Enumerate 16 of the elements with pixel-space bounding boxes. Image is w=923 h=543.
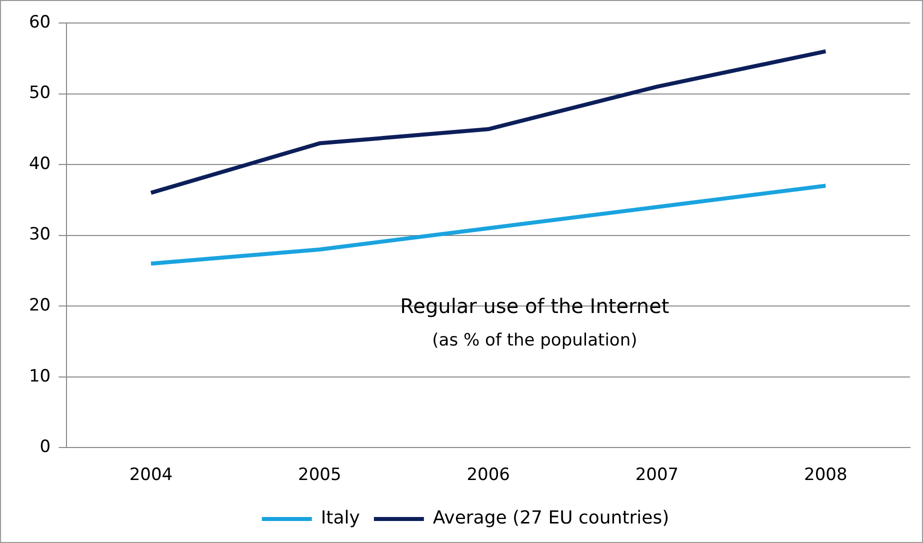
x-tick-label: 2005 (298, 465, 342, 486)
y-tick-label: 10 (28, 366, 51, 386)
y-tick-label: 50 (28, 83, 51, 104)
y-tick-label: 20 (28, 295, 51, 316)
y-tick-label: 60 (28, 12, 51, 32)
y-tick-label: 30 (28, 224, 51, 245)
legend-label: Average (27 EU countries) (432, 508, 670, 529)
y-tick-label: 0 (40, 437, 51, 458)
x-tick-label: 2006 (466, 465, 510, 486)
text: Regular use of the Internet (400, 294, 670, 318)
x-tick-label: 2008 (804, 465, 848, 486)
text: (as % of the population) (432, 330, 638, 350)
x-tick-label: 2004 (129, 465, 173, 486)
y-tick-label: 40 (28, 154, 51, 174)
legend-label: Italy (320, 508, 360, 529)
x-tick-label: 2007 (635, 465, 679, 486)
